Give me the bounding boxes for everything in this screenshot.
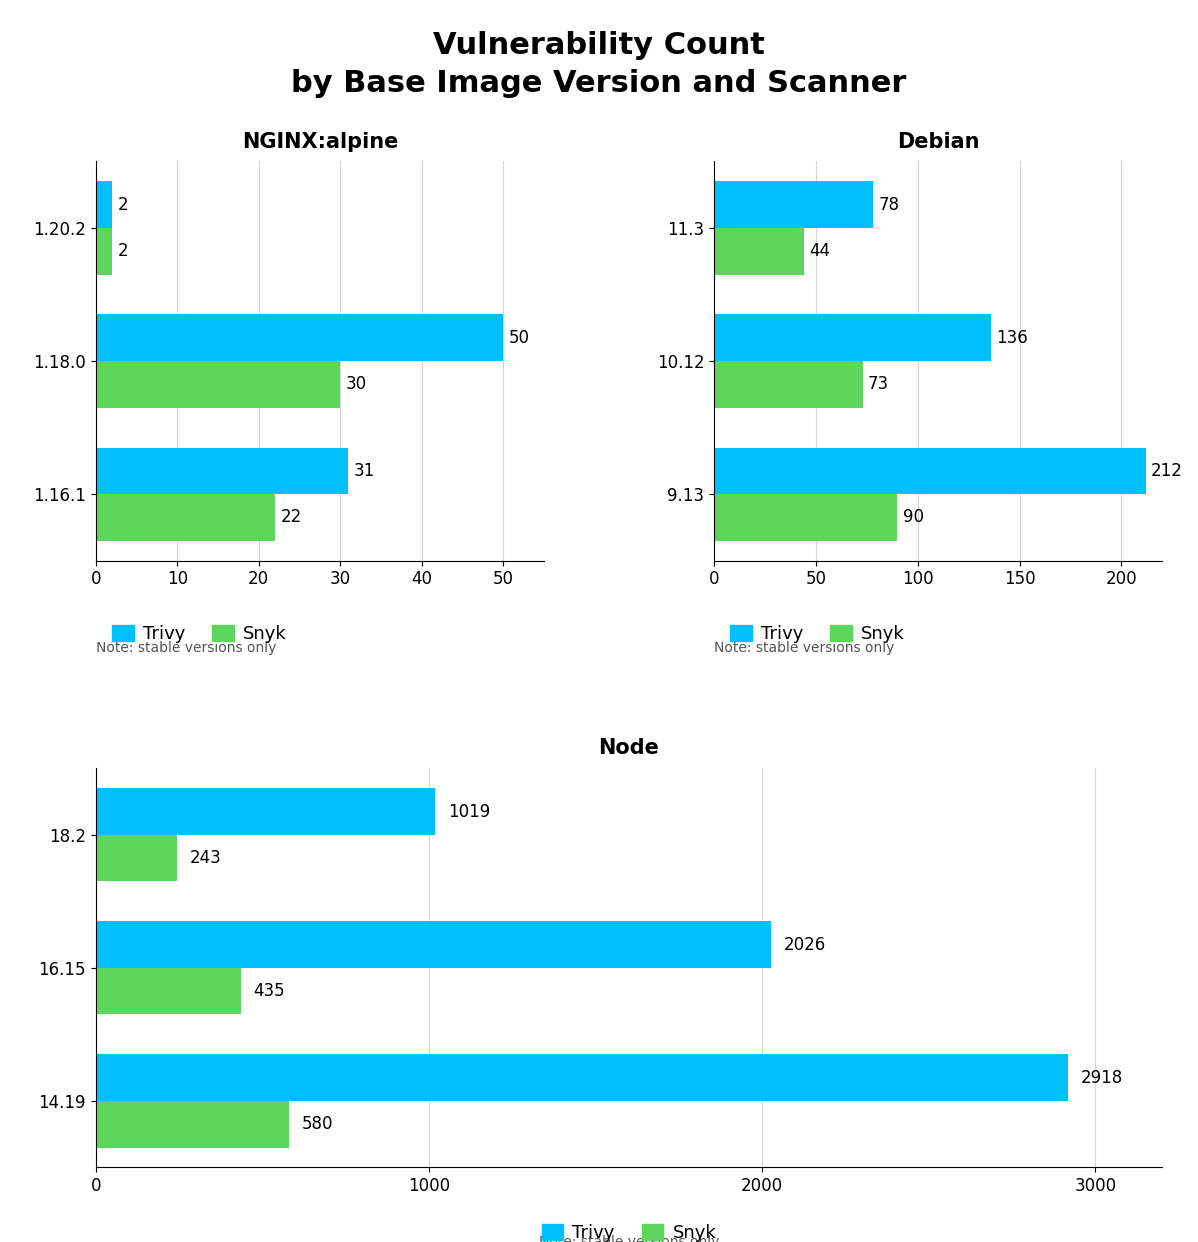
Bar [96, 789, 435, 835]
Text: Note: stable versions only: Note: stable versions only [539, 1236, 719, 1242]
Text: 22: 22 [280, 508, 302, 527]
Bar [714, 494, 897, 540]
Text: Note: stable versions only: Note: stable versions only [96, 641, 277, 655]
Text: 50: 50 [508, 329, 530, 347]
Bar [96, 922, 770, 968]
Text: Note: stable versions only: Note: stable versions only [714, 641, 895, 655]
Legend: Trivy, Snyk: Trivy, Snyk [105, 617, 294, 651]
Text: 2918: 2918 [1081, 1068, 1124, 1087]
Bar [96, 494, 276, 540]
Text: 580: 580 [302, 1115, 333, 1133]
Bar [96, 1054, 1069, 1100]
Text: 1019: 1019 [448, 802, 490, 821]
Bar [96, 229, 113, 274]
Legend: Trivy, Snyk: Trivy, Snyk [534, 1216, 724, 1242]
Bar [96, 835, 177, 882]
Bar [96, 314, 503, 361]
Bar [714, 229, 804, 274]
Text: 136: 136 [997, 329, 1028, 347]
Legend: Trivy, Snyk: Trivy, Snyk [724, 617, 912, 651]
Title: Node: Node [599, 739, 659, 759]
Text: 30: 30 [345, 375, 367, 394]
Text: 78: 78 [878, 196, 900, 214]
Text: 31: 31 [353, 462, 375, 479]
Text: 2: 2 [117, 242, 128, 261]
Text: Vulnerability Count
by Base Image Version and Scanner: Vulnerability Count by Base Image Versio… [291, 31, 907, 98]
Text: 2026: 2026 [783, 935, 825, 954]
Text: 73: 73 [869, 375, 889, 394]
Bar [714, 181, 873, 229]
Text: 212: 212 [1151, 462, 1182, 479]
Bar [714, 361, 863, 407]
Bar [96, 968, 241, 1015]
Text: 243: 243 [189, 850, 222, 867]
Text: 90: 90 [903, 508, 924, 527]
Bar [96, 447, 349, 494]
Bar [96, 1100, 289, 1148]
Text: 2: 2 [117, 196, 128, 214]
Text: 44: 44 [809, 242, 830, 261]
Bar [714, 447, 1145, 494]
Bar [96, 181, 113, 229]
Title: Debian: Debian [897, 132, 979, 152]
Title: NGINX:alpine: NGINX:alpine [242, 132, 398, 152]
Bar [714, 314, 991, 361]
Text: 435: 435 [254, 982, 285, 1000]
Bar [96, 361, 340, 407]
